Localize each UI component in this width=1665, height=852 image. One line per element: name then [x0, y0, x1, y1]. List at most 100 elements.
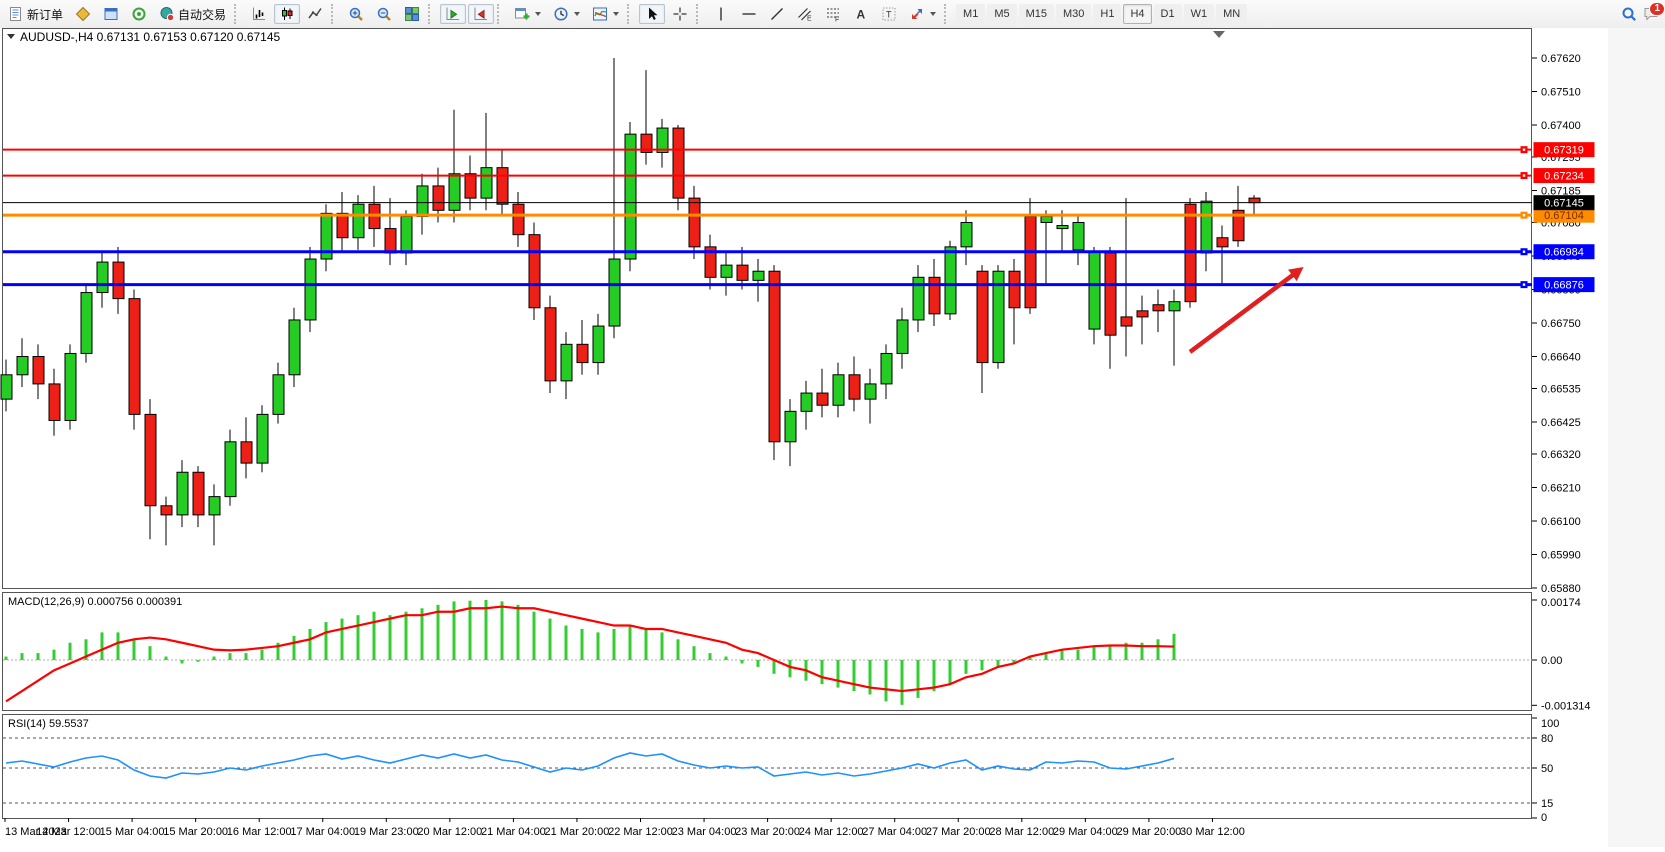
tile-windows-button[interactable] — [399, 4, 425, 24]
time-tick-label: 19 Mar 23:00 — [354, 826, 419, 838]
svg-text:0.67234: 0.67234 — [1544, 171, 1584, 183]
new-order-button[interactable]: 新订单 — [3, 4, 68, 24]
vertical-line-button[interactable] — [708, 4, 734, 24]
macd-axis-label: -0.001314 — [1541, 700, 1591, 712]
rsi-title: RSI(14) 59.5537 — [8, 718, 89, 730]
candlestick-chart-button[interactable] — [274, 4, 301, 24]
price-chart-plot[interactable] — [0, 28, 1532, 589]
arrows-button[interactable] — [904, 4, 941, 24]
new-chart-button[interactable] — [509, 4, 546, 24]
autotrading-icon — [160, 7, 175, 22]
timeframe-mn-button[interactable]: MN — [1216, 4, 1248, 24]
bull-candle — [992, 270, 1005, 364]
time-tick-label: 27 Mar 04:00 — [862, 826, 927, 838]
bear-candle — [1152, 304, 1165, 312]
notification-badge: 1 — [1649, 2, 1665, 16]
zoom-out-button[interactable] — [371, 4, 397, 24]
crosshair-button[interactable] — [667, 4, 693, 24]
rsi-panel[interactable]: RSI(14) 59.5537 100 80 50 15 0 — [2, 714, 1560, 825]
autotrading-button[interactable]: 自动交易 — [154, 4, 231, 24]
macd-axis-label: 0.00 — [1541, 655, 1562, 667]
fibonacci-button[interactable]: F — [820, 4, 846, 24]
price-tick-label: 0.66750 — [1541, 318, 1581, 330]
timeframe-d1-button[interactable]: D1 — [1153, 4, 1182, 24]
text-button[interactable]: A — [848, 4, 874, 24]
time-tick-label: 16 Mar 12:00 — [227, 826, 292, 838]
bear-candle — [1008, 270, 1021, 309]
bull-candle — [400, 215, 413, 254]
svg-text:0.67104: 0.67104 — [1544, 210, 1584, 222]
time-tick-label: 17 Mar 04:00 — [290, 826, 355, 838]
market-watch-button[interactable] — [98, 4, 124, 24]
zoom-in-button[interactable] — [343, 4, 369, 24]
period-button[interactable] — [548, 4, 585, 24]
bear-candle — [112, 261, 125, 300]
time-tick-label: 27 Mar 20:00 — [926, 826, 991, 838]
notifications-button[interactable]: 1 — [1643, 2, 1665, 22]
auto-scroll-button[interactable] — [440, 4, 467, 24]
bear-candle — [32, 356, 45, 385]
bar-chart-button[interactable] — [246, 4, 272, 24]
macd-panel[interactable]: MACD(12,26,9) 0.000756 0.000391 0.00174 0.… — [2, 592, 1591, 713]
chart-shift-button[interactable] — [468, 4, 495, 24]
template-button[interactable] — [587, 4, 624, 24]
indicator-template-icon — [593, 7, 608, 21]
horizontal-line-button[interactable] — [736, 4, 762, 24]
price-tick-label: 0.65880 — [1541, 583, 1581, 595]
chart-shift-marker[interactable] — [1213, 31, 1225, 38]
one-click-trading-toggle-icon[interactable] — [7, 34, 15, 39]
candles-icon — [282, 7, 293, 20]
macd-title: MACD(12,26,9) 0.000756 0.000391 — [8, 596, 182, 608]
hline-icon — [742, 13, 756, 15]
timeframe-m1-button[interactable]: M1 — [956, 4, 986, 24]
bull-candle — [752, 270, 765, 281]
timeframe-h1-button[interactable]: H1 — [1093, 4, 1122, 24]
bull-candle — [416, 185, 429, 217]
bear-candle — [928, 276, 941, 315]
chart-title: AUDUSD-,H4 0.67131 0.67153 0.67120 0.671… — [20, 30, 281, 44]
bull-candle — [176, 471, 189, 516]
timeframe-m5-button[interactable]: M5 — [987, 4, 1017, 24]
new-order-icon — [10, 7, 21, 21]
rsi-axis-label: 0 — [1541, 812, 1547, 824]
bear-candle — [1216, 237, 1229, 248]
bull-candle — [208, 496, 221, 516]
bull-candle — [864, 383, 877, 400]
bull-candle — [784, 410, 797, 443]
signals-button[interactable] — [126, 4, 152, 24]
label-button[interactable]: T — [876, 4, 902, 24]
bear-candle — [576, 343, 589, 364]
bull-candle — [272, 374, 285, 415]
line-chart-button[interactable] — [302, 4, 328, 24]
toolbar-separator — [234, 4, 243, 24]
time-tick-label: 28 Mar 12:00 — [989, 826, 1054, 838]
timeframe-w1-button[interactable]: W1 — [1183, 4, 1215, 24]
cursor-button[interactable] — [639, 4, 666, 24]
bull-candle — [1168, 301, 1181, 312]
trend-arrow-object[interactable] — [1188, 266, 1304, 354]
bear-candle — [384, 228, 397, 254]
timeframe-m15-button[interactable]: M15 — [1018, 4, 1054, 24]
trendline-icon — [771, 8, 784, 20]
search-button[interactable] — [1621, 6, 1637, 22]
trendline-button[interactable] — [764, 4, 790, 24]
chart-shift-icon — [474, 7, 488, 20]
profiles-button[interactable] — [70, 4, 96, 24]
bear-candle — [1024, 215, 1037, 309]
bull-candle — [304, 258, 317, 321]
timeframe-m30-button[interactable]: M30 — [1056, 4, 1092, 24]
price-tick-label: 0.66210 — [1541, 482, 1581, 494]
bear-candle — [736, 264, 749, 281]
timeframe-h4-button[interactable]: H4 — [1123, 4, 1152, 24]
time-tick-label: 30 Mar 12:00 — [1180, 826, 1245, 838]
svg-text:A: A — [857, 8, 866, 22]
price-tick-label: 0.66100 — [1541, 516, 1581, 528]
bull-candle — [1072, 221, 1085, 251]
time-tick-label: 29 Mar 20:00 — [1116, 826, 1181, 838]
bear-candle — [1232, 209, 1245, 242]
bear-candle — [1120, 316, 1133, 327]
channel-button[interactable]: E — [792, 4, 818, 24]
toolbar-separator — [696, 4, 705, 24]
